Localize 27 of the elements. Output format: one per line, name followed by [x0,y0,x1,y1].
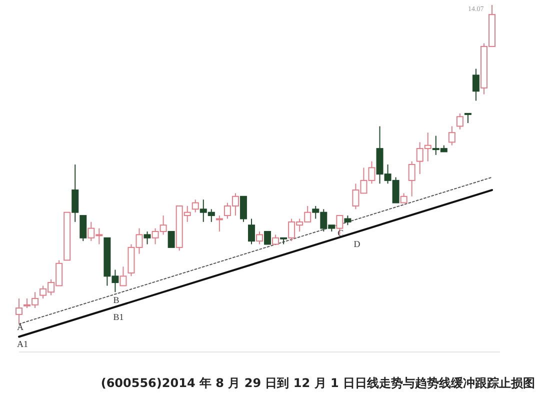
candlestick [168,230,175,248]
candlestick [400,192,408,204]
candlestick [240,196,247,222]
annotation: A [17,322,24,332]
annotation: B1 [113,312,124,322]
text: (600556)2014 年 8 月 29 日到 12 月 1 日日线走势与趋势线缓冲跟踪止损图 [100,376,535,390]
annotation: C [338,228,344,238]
candlestick [72,164,79,222]
candlestick [456,112,464,130]
candlestick [336,215,344,236]
candlestick [472,68,480,102]
candlestick [248,218,255,245]
annotation: D [354,239,361,249]
candlestick [256,230,264,245]
candlestick [464,112,472,124]
candlestick [144,230,151,245]
candlestick [120,266,127,286]
candlestick [448,126,456,146]
candlestick [216,215,223,232]
candlestick [16,298,22,324]
candlestick [192,199,199,213]
candlestick [408,160,416,197]
candlestick [264,230,272,245]
annotation: B [113,295,120,305]
text: A1 [17,339,28,349]
candlestick [80,215,87,242]
candlestick [344,215,352,226]
